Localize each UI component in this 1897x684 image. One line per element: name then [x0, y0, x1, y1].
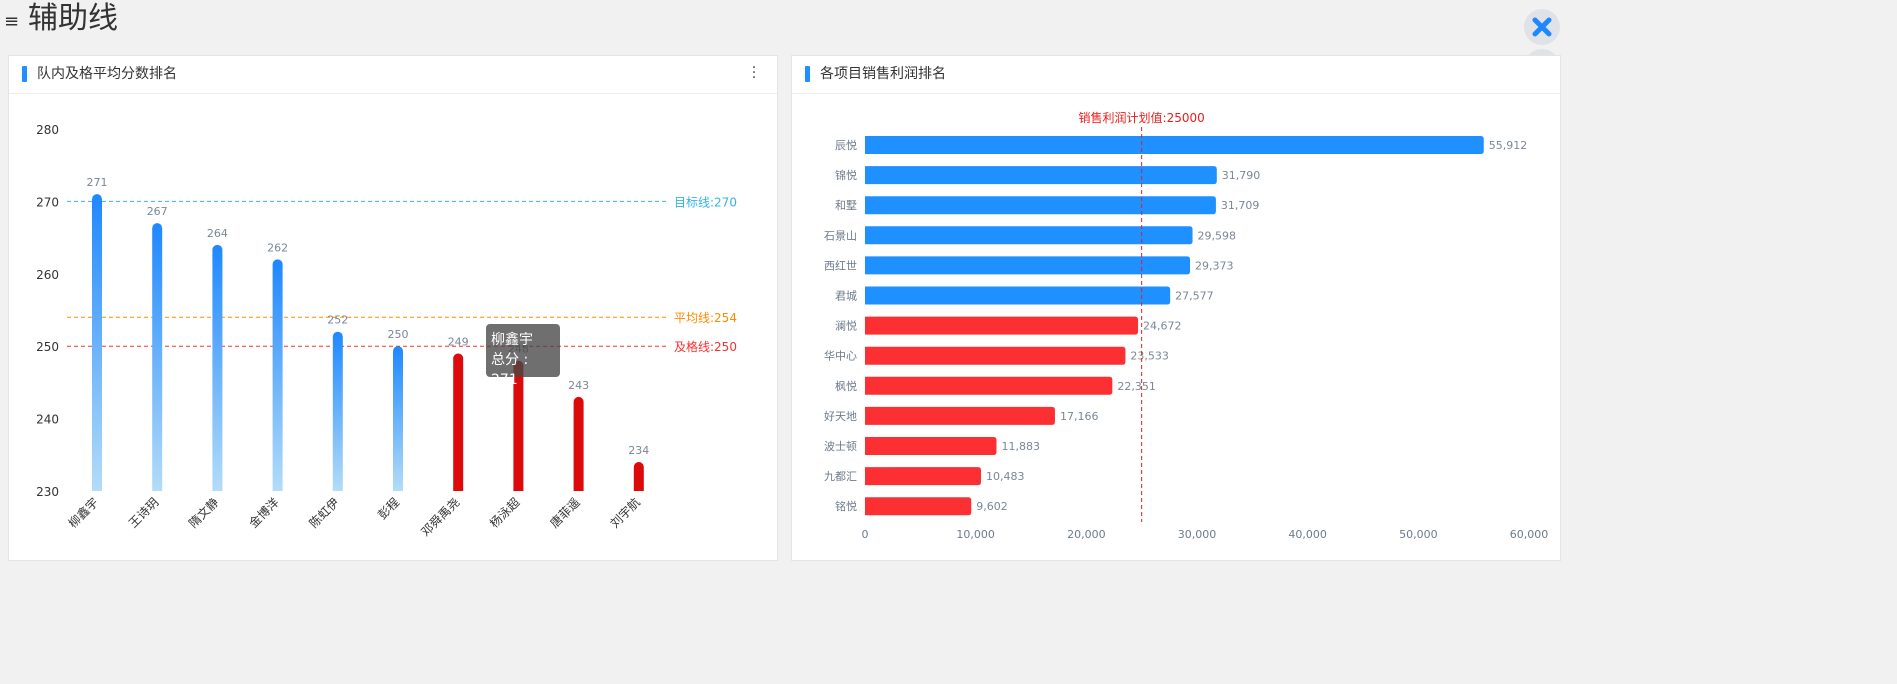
bar-value-label: 17,166 — [1060, 410, 1099, 423]
y-tick-label: 锦悦 — [835, 168, 857, 182]
header: ≡ 辅助线 — [0, 0, 1568, 44]
page-title: 辅助线 — [28, 1, 118, 36]
bar — [573, 396, 584, 491]
bar — [865, 406, 1055, 425]
y-tick-label: 280 — [36, 123, 59, 137]
bar — [865, 437, 997, 455]
bar — [865, 166, 1217, 185]
bar — [865, 256, 1191, 275]
bar-value-label: 249 — [448, 335, 469, 348]
y-tick-label: 枫悦 — [835, 379, 857, 393]
y-tick-label: 240 — [36, 413, 59, 427]
y-tick-label: 西红世 — [824, 259, 857, 272]
x-tick-label: 60,000 — [1510, 528, 1549, 541]
reference-line-label: 及格线:250 — [674, 339, 737, 354]
bar-value-label: 11,883 — [1002, 440, 1040, 453]
bar — [865, 316, 1139, 335]
x-tick-label: 40,000 — [1288, 528, 1327, 541]
bar-value-label: 55,912 — [1489, 139, 1528, 152]
y-tick-label: 260 — [36, 268, 59, 282]
reference-line-label: 平均线:254 — [674, 311, 737, 325]
y-tick-label: 230 — [36, 485, 59, 499]
tooltip-value-line: 总分 : 271 — [491, 352, 529, 388]
close-button[interactable] — [1524, 9, 1560, 45]
bar — [152, 223, 163, 492]
panel-header: 队内及格平均分数排名 · · · — [9, 56, 777, 94]
bar — [393, 346, 403, 491]
x-tick-label: 30,000 — [1178, 528, 1217, 541]
x-tick-label: 20,000 — [1067, 528, 1106, 541]
bar — [633, 462, 644, 491]
panel-header: 各项目销售利润排名 — [792, 56, 1560, 94]
y-tick-label: 九都汇 — [824, 470, 857, 483]
bar-value-label: 27,577 — [1175, 290, 1214, 303]
bar-value-label: 271 — [87, 176, 108, 189]
bar-value-label: 9,602 — [976, 500, 1008, 513]
bar-value-label: 29,373 — [1195, 259, 1234, 272]
bar-value-label: 234 — [628, 444, 649, 457]
bar-value-label: 262 — [267, 241, 288, 254]
score-bar-chart: 230 240 250 260 270 280 目标线:270 平均线:254 及格线:250 2… — [36, 123, 737, 539]
bar — [865, 226, 1193, 245]
bar — [332, 331, 343, 491]
bar — [865, 196, 1216, 215]
panel-accent-bar — [22, 66, 27, 82]
bar-value-label: 252 — [327, 314, 348, 327]
panel-title: 各项目销售利润排名 — [820, 66, 946, 82]
y-tick-label: 270 — [36, 195, 59, 209]
bar — [453, 353, 464, 491]
reference-line-label: 销售利润计划值:25000 — [1079, 110, 1205, 125]
close-icon — [1532, 17, 1552, 37]
bar-value-label: 24,672 — [1143, 320, 1182, 333]
bar — [865, 376, 1113, 395]
y-tick-label: 石景山 — [824, 229, 857, 242]
panel-title: 队内及格平均分数排名 — [37, 66, 177, 82]
bar-value-label: 31,790 — [1222, 169, 1261, 182]
bar-value-label: 264 — [207, 227, 228, 240]
bar-value-label: 10,483 — [986, 470, 1025, 483]
panel-accent-bar — [805, 66, 810, 82]
bar — [865, 467, 982, 486]
bar — [865, 286, 1171, 305]
x-tick-label: 10,000 — [956, 528, 995, 541]
x-tick-label: 0 — [862, 528, 869, 541]
y-tick-label: 澜悦 — [835, 319, 857, 333]
x-tick-label: 50,000 — [1399, 528, 1438, 541]
bar-value-label: 250 — [388, 328, 409, 341]
bar — [513, 360, 524, 491]
tooltip-name: 柳鑫宇 — [491, 332, 533, 348]
y-tick-label: 辰悦 — [835, 138, 857, 152]
bar-value-label: 23,533 — [1130, 350, 1169, 363]
bar-value-label: 22,351 — [1117, 380, 1156, 393]
y-tick-label: 好天地 — [824, 409, 857, 423]
bar-value-label: 31,709 — [1221, 199, 1260, 212]
y-tick-label: 华中心 — [824, 349, 857, 363]
y-tick-label: 和墅 — [835, 199, 857, 212]
bar — [865, 136, 1484, 154]
bar — [865, 497, 972, 516]
bar — [92, 194, 102, 491]
reference-line-label: 目标线:270 — [674, 195, 737, 209]
y-tick-label: 君城 — [835, 290, 857, 303]
y-tick-label: 250 — [36, 340, 59, 354]
chart-tooltip: 柳鑫宇 总分 : 271 — [486, 324, 560, 388]
y-tick-label: 波士顿 — [824, 439, 857, 453]
more-vertical-icon[interactable]: · · · — [751, 60, 757, 86]
hamburger-menu-icon[interactable]: ≡ — [4, 11, 20, 32]
bar-value-label: 243 — [568, 379, 589, 392]
bar-value-label: 29,598 — [1198, 229, 1237, 242]
profit-bar-chart: 辰悦 55,912 锦悦 31,790 和墅 31,709 石景山 29,598 西红世 29,3… — [824, 110, 1549, 541]
bar — [865, 346, 1126, 365]
bar — [272, 259, 283, 491]
y-tick-label: 铭悦 — [835, 499, 857, 513]
bar-value-label: 267 — [147, 205, 168, 218]
bar — [212, 244, 223, 491]
